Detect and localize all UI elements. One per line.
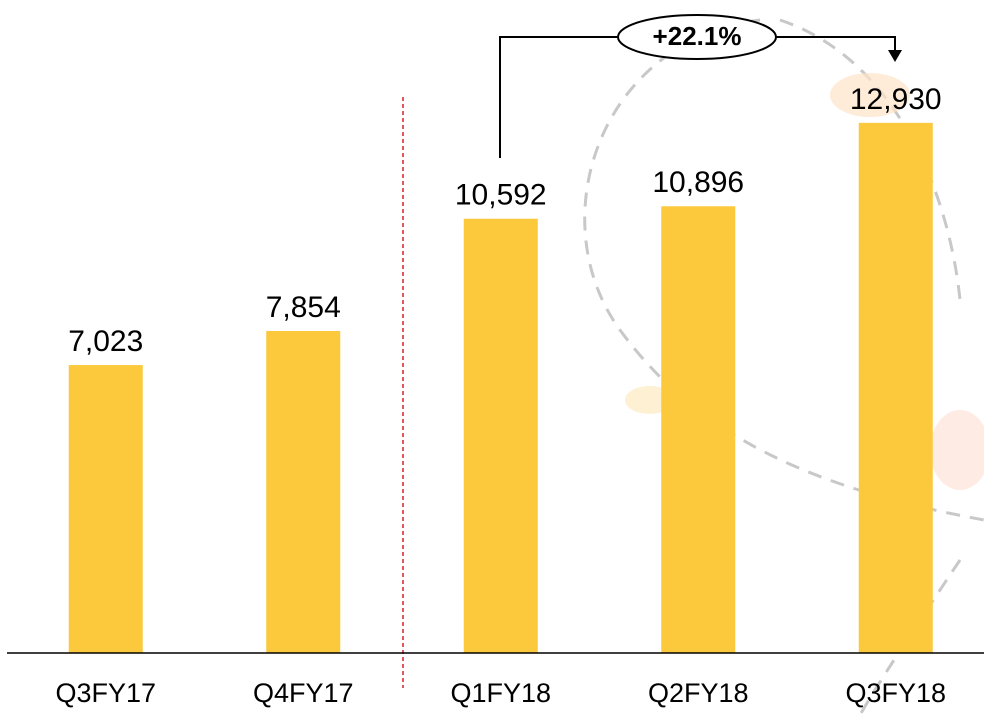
x-tick-label: Q1FY18	[450, 678, 551, 708]
bar	[661, 206, 735, 653]
chart: +22.1% 7,023 Q3FY17 7,854 Q4FY17 10,592 Q1FY1…	[0, 0, 984, 715]
bar	[464, 219, 538, 653]
annotation-arrowhead	[888, 50, 902, 62]
decor-butterfly	[930, 410, 984, 490]
x-tick-label: Q3FY17	[55, 678, 156, 708]
value-label: 7,854	[266, 291, 341, 324]
annotation-connector	[500, 37, 618, 158]
value-label: 12,930	[850, 83, 942, 116]
x-tick-label: Q2FY18	[648, 678, 749, 708]
value-label: 10,896	[652, 166, 744, 199]
annotation: +22.1%	[653, 21, 742, 51]
bar	[69, 365, 143, 653]
page: {"chart_data": {"type": "bar", "categori…	[0, 0, 984, 715]
x-tick-label: Q3FY18	[845, 678, 946, 708]
value-label: 7,023	[68, 325, 143, 358]
bar	[266, 331, 340, 653]
value-label: 10,592	[455, 179, 547, 212]
bar	[859, 123, 933, 653]
annotation-connector	[776, 37, 895, 52]
x-tick-label: Q4FY17	[253, 678, 354, 708]
